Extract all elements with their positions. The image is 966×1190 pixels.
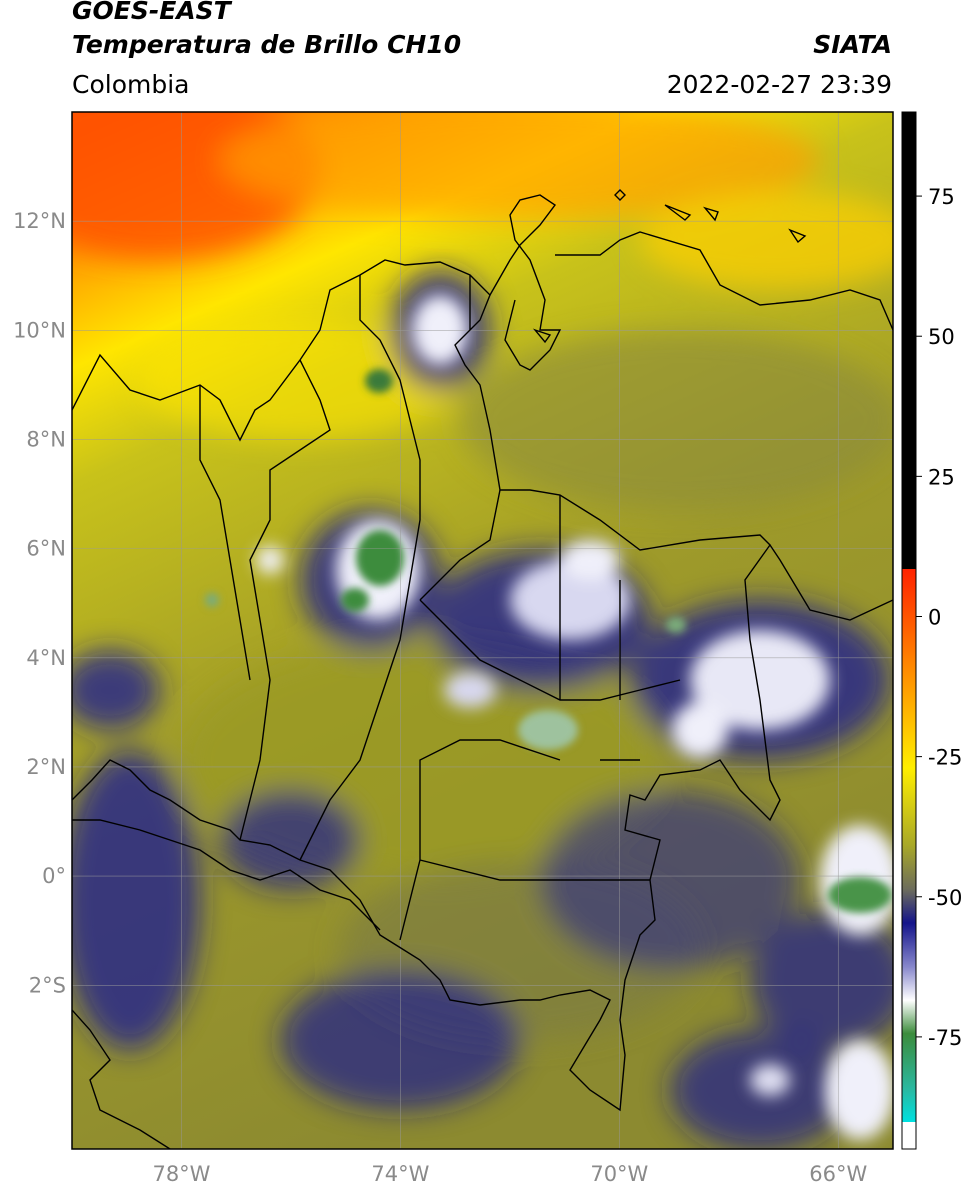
colorbar-tick-label: 75 — [928, 185, 955, 209]
latitude-label: 2°N — [26, 755, 66, 779]
internal-borders — [199, 275, 681, 941]
colorbar-tick-label: -75 — [928, 1026, 962, 1050]
borders — [72, 189, 893, 1149]
colorbar-tick-label: 50 — [928, 325, 955, 349]
latitude-label: 0° — [42, 864, 66, 888]
colorbar-gradient — [902, 569, 916, 1122]
venezuela-brazil-border — [769, 544, 893, 621]
venezuela-coast — [489, 194, 893, 371]
title-line-2: Temperatura de Brillo CH10 — [72, 30, 462, 59]
longitude-label: 66°W — [809, 1162, 867, 1186]
brand-label: SIATA — [813, 30, 892, 59]
datetime-label: 2022-02-27 23:39 — [666, 70, 892, 99]
colorbar-frame — [901, 111, 917, 1150]
colorbar-tick-label: -50 — [928, 886, 962, 910]
peru-border — [72, 819, 381, 931]
region-label: Colombia — [72, 70, 190, 99]
latitude-labels: 12°N 10°N 8°N 6°N 4°N 2°N 0° 2°S — [13, 209, 66, 997]
colorbar-white-segment — [902, 1122, 916, 1149]
longitude-label: 78°W — [152, 1162, 210, 1186]
latitude-label: 12°N — [13, 209, 66, 233]
colombia-border — [72, 259, 781, 1112]
colorbar-black-segment — [902, 112, 916, 569]
map-frame — [71, 111, 894, 1150]
longitude-label: 74°W — [371, 1162, 429, 1186]
colorbar-tick-label: -25 — [928, 746, 962, 770]
title-line-1: GOES-EAST — [72, 0, 231, 25]
graticule — [72, 112, 893, 1149]
colorbar-tick-label: 25 — [928, 465, 955, 489]
latitude-label: 2°S — [29, 973, 66, 997]
latitude-label: 6°N — [26, 537, 66, 561]
longitude-labels: 78°W 74°W 70°W 66°W — [152, 1162, 867, 1186]
longitude-label: 70°W — [590, 1162, 648, 1186]
latitude-label: 8°N — [26, 427, 66, 451]
imagery-layer — [72, 112, 893, 1149]
colorbar-tick-label: 0 — [928, 605, 941, 629]
latitude-label: 4°N — [26, 646, 66, 670]
latitude-label: 10°N — [13, 318, 66, 342]
colorbar: 75 50 25 0 -25 -50 -75 — [901, 111, 962, 1150]
ecuador-coast — [72, 1009, 171, 1149]
colorbar-ticks: 75 50 25 0 -25 -50 -75 — [916, 185, 962, 1050]
islands — [532, 189, 807, 344]
